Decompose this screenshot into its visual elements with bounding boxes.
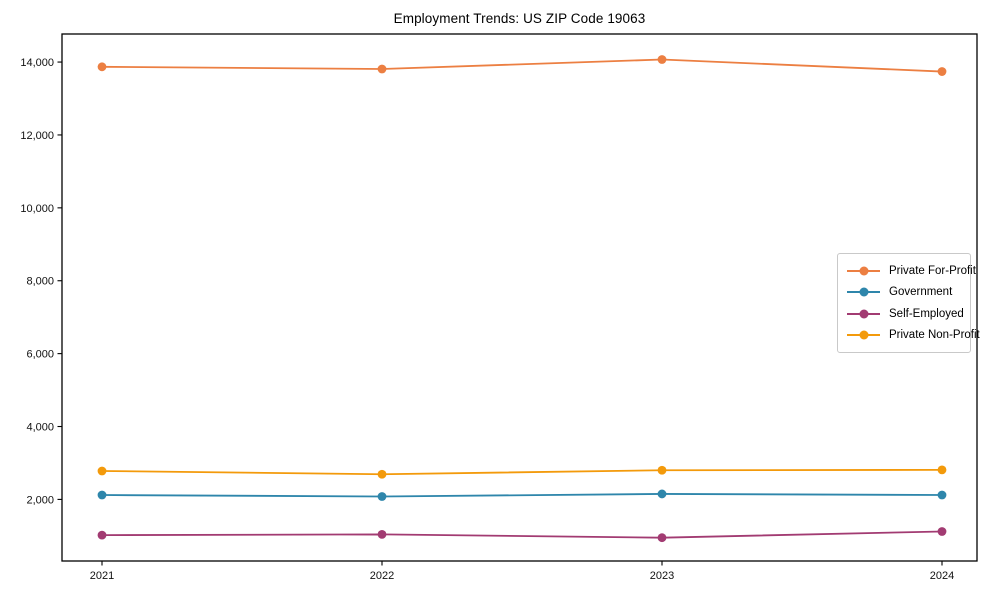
y-tick-label: 4,000 (26, 422, 54, 434)
legend-line-marker-icon (847, 287, 880, 297)
legend-line-marker-icon (847, 266, 880, 276)
legend-item-self-employed: Self-Employed (847, 303, 964, 325)
legend: Private For-Profit Government Self-Employe… (837, 253, 980, 353)
y-tick-label: 14,000 (20, 57, 54, 69)
legend-label-government: Government (889, 286, 953, 299)
y-tick-label: 12,000 (20, 130, 54, 142)
data-point-government-2023 (657, 489, 667, 499)
series-line-private-non-profit (101, 468, 943, 476)
x-tick-label: 2022 (370, 570, 394, 582)
series-line-self-employed (101, 530, 943, 539)
data-point-private-non-profit-2022 (377, 469, 387, 479)
chart-title: Employment Trends: US ZIP Code 19063 (393, 11, 646, 26)
legend-dot-icon (859, 287, 868, 297)
data-point-government-2024 (937, 490, 947, 500)
data-point-self-employed-2024 (937, 527, 947, 536)
legend-label-private-for-profit: Private For-Profit (889, 264, 976, 277)
x-tick-label: 2023 (650, 570, 674, 582)
y-tick-label: 10,000 (20, 203, 54, 215)
legend-label-private-non-profit: Private Non-Profit (889, 329, 980, 342)
data-point-private-non-profit-2021 (97, 466, 107, 476)
data-point-private-for-profit-2024 (937, 67, 947, 76)
data-point-private-non-profit-2023 (657, 465, 667, 475)
series-line-government (101, 493, 943, 498)
legend-item-government: Government (847, 282, 962, 304)
data-point-private-for-profit-2023 (657, 55, 667, 64)
y-tick-label: 2,000 (26, 494, 54, 506)
legend-dot-icon (859, 266, 868, 276)
legend-dot-icon (859, 330, 868, 340)
legend-dot-icon (859, 309, 868, 319)
y-tick-label: 6,000 (26, 349, 54, 361)
legend-line-marker-icon (847, 330, 880, 340)
data-point-government-2022 (377, 492, 387, 501)
data-point-self-employed-2023 (657, 533, 667, 543)
legend-item-private-for-profit: Private For-Profit (847, 260, 976, 282)
axes-frame (61, 33, 978, 562)
data-point-government-2021 (97, 490, 107, 500)
x-tick-label: 2021 (90, 570, 114, 582)
data-point-self-employed-2021 (97, 530, 107, 540)
data-point-private-for-profit-2021 (97, 62, 107, 72)
series-line-private-for-profit (101, 58, 943, 73)
data-point-private-for-profit-2022 (377, 64, 387, 74)
data-point-private-non-profit-2024 (937, 465, 947, 475)
legend-label-self-employed: Self-Employed (889, 307, 964, 320)
data-point-self-employed-2022 (377, 529, 387, 539)
legend-item-private-non-profit: Private Non-Profit (847, 325, 980, 347)
legend-line-marker-icon (847, 309, 880, 319)
x-tick-label: 2024 (930, 570, 954, 582)
y-tick-label: 8,000 (26, 276, 54, 288)
